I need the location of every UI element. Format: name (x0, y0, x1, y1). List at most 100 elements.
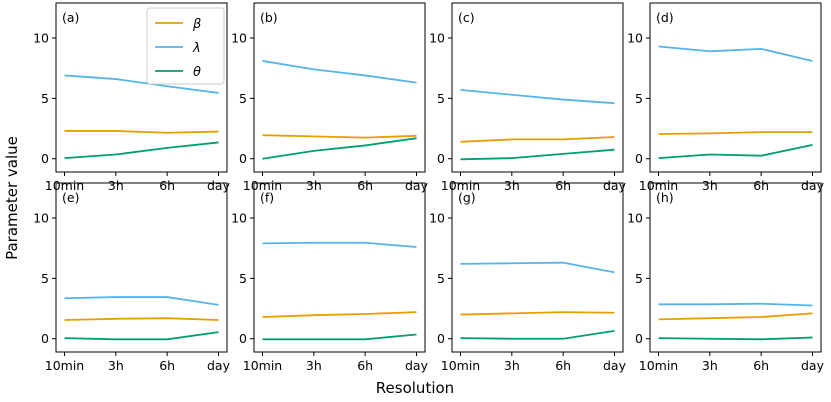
x-tick-label: day (405, 178, 429, 193)
plot-frame (451, 2, 624, 173)
x-tick-label: day (207, 178, 231, 193)
y-tick-label: 10 (627, 31, 643, 46)
x-tick-label: 10min (639, 358, 678, 373)
x-tick-label: 6h (357, 178, 373, 193)
x-tick-label: 10min (45, 358, 84, 373)
x-tick-label: 3h (504, 178, 520, 193)
x-tick-label: 6h (555, 358, 571, 373)
panel-e: 0 5 10 10min 3h 6h day (e) (33, 182, 231, 373)
series-line-lambda (262, 60, 417, 84)
y-tick-label: 10 (33, 211, 49, 226)
series-line-beta (658, 131, 813, 135)
plot-frame (55, 2, 228, 173)
series-line-beta (64, 317, 219, 321)
y-axis-title: Parameter value (3, 136, 21, 260)
x-tick-label: 6h (753, 358, 769, 373)
x-tick-label: 6h (159, 358, 175, 373)
legend-label-beta: β (192, 17, 201, 32)
y-tick-label: 5 (635, 271, 643, 286)
plot-frame (649, 182, 822, 353)
series-line-theta (262, 137, 417, 160)
series-line-theta (460, 148, 615, 161)
panel-h: 0 5 10 10min 3h 6h day (h) (627, 182, 825, 373)
panel-label: (d) (656, 10, 674, 25)
y-tick-label: 5 (41, 91, 49, 106)
legend: βλθ (146, 7, 225, 85)
plot-frame (253, 2, 426, 173)
y-tick-label: 0 (437, 331, 445, 346)
y-tick-label: 0 (41, 331, 49, 346)
panel-b: 0 5 10 10min 3h 6h day (b) (231, 2, 429, 193)
series-line-beta (64, 130, 219, 134)
series-line-lambda (460, 89, 615, 105)
y-tick-label: 5 (437, 91, 445, 106)
x-axis-title: Resolution (376, 379, 454, 397)
x-tick-label: day (603, 358, 627, 373)
panel-g: 0 5 10 10min 3h 6h day (g) (429, 182, 627, 373)
y-tick-label: 10 (429, 31, 445, 46)
legend-label-lambda: λ (192, 41, 201, 56)
y-tick-label: 5 (239, 271, 247, 286)
y-tick-label: 10 (627, 211, 643, 226)
series-line-lambda (64, 74, 219, 94)
panel-label: (c) (458, 10, 475, 25)
x-tick-label: day (207, 358, 231, 373)
plot-frame (649, 2, 822, 173)
x-tick-label: day (801, 358, 825, 373)
y-tick-label: 0 (635, 331, 643, 346)
x-tick-label: day (405, 358, 429, 373)
x-tick-label: 10min (243, 358, 282, 373)
y-tick-label: 10 (231, 211, 247, 226)
y-tick-label: 5 (41, 271, 49, 286)
legend-label-theta: θ (193, 65, 201, 80)
y-tick-label: 10 (429, 211, 445, 226)
x-tick-label: 3h (108, 178, 124, 193)
plot-frame (55, 182, 228, 353)
y-tick-label: 0 (239, 151, 247, 166)
y-tick-label: 5 (635, 91, 643, 106)
plot-frame (253, 182, 426, 353)
series-line-lambda (64, 296, 219, 306)
series-line-beta (262, 311, 417, 318)
panel-c: 0 5 10 10min 3h 6h day (c) (429, 2, 627, 193)
y-tick-label: 5 (239, 91, 247, 106)
panel-f: 0 5 10 10min 3h 6h day (f) (231, 182, 429, 373)
x-tick-label: 6h (555, 178, 571, 193)
series-line-beta (658, 312, 813, 321)
panel-label: (a) (62, 10, 79, 25)
x-tick-label: 3h (306, 358, 322, 373)
plot-frame (451, 182, 624, 353)
panel-label: (f) (260, 190, 274, 205)
x-tick-label: 10min (639, 178, 678, 193)
x-tick-label: 10min (441, 178, 480, 193)
legend-box (146, 7, 225, 85)
y-tick-label: 0 (41, 151, 49, 166)
x-tick-label: 6h (753, 178, 769, 193)
x-tick-label: 3h (702, 178, 718, 193)
series-line-theta (262, 333, 417, 341)
panel-label: (g) (458, 190, 476, 205)
series-line-beta (460, 311, 615, 316)
series-line-theta (460, 329, 615, 340)
series-line-beta (460, 136, 615, 143)
series-line-beta (262, 134, 417, 139)
y-tick-label: 5 (437, 271, 445, 286)
x-tick-label: 3h (306, 178, 322, 193)
series-line-theta (64, 331, 219, 341)
x-tick-label: 6h (357, 358, 373, 373)
x-tick-label: 3h (702, 358, 718, 373)
x-tick-label: day (801, 178, 825, 193)
panel-label: (h) (656, 190, 674, 205)
y-tick-label: 10 (33, 31, 49, 46)
y-tick-label: 0 (635, 151, 643, 166)
panel-label: (b) (260, 10, 278, 25)
series-line-lambda (262, 241, 417, 248)
x-tick-label: 3h (504, 358, 520, 373)
y-tick-label: 10 (231, 31, 247, 46)
x-tick-label: 10min (441, 358, 480, 373)
panel-label: (e) (62, 190, 79, 205)
panel-d: 0 5 10 10min 3h 6h day (d) (627, 2, 825, 193)
x-tick-label: 10min (243, 178, 282, 193)
panels: 0 5 10 10min 3h 6h day (a) βλθ 0 5 10 10min 3h 6h day (b… (33, 2, 825, 373)
